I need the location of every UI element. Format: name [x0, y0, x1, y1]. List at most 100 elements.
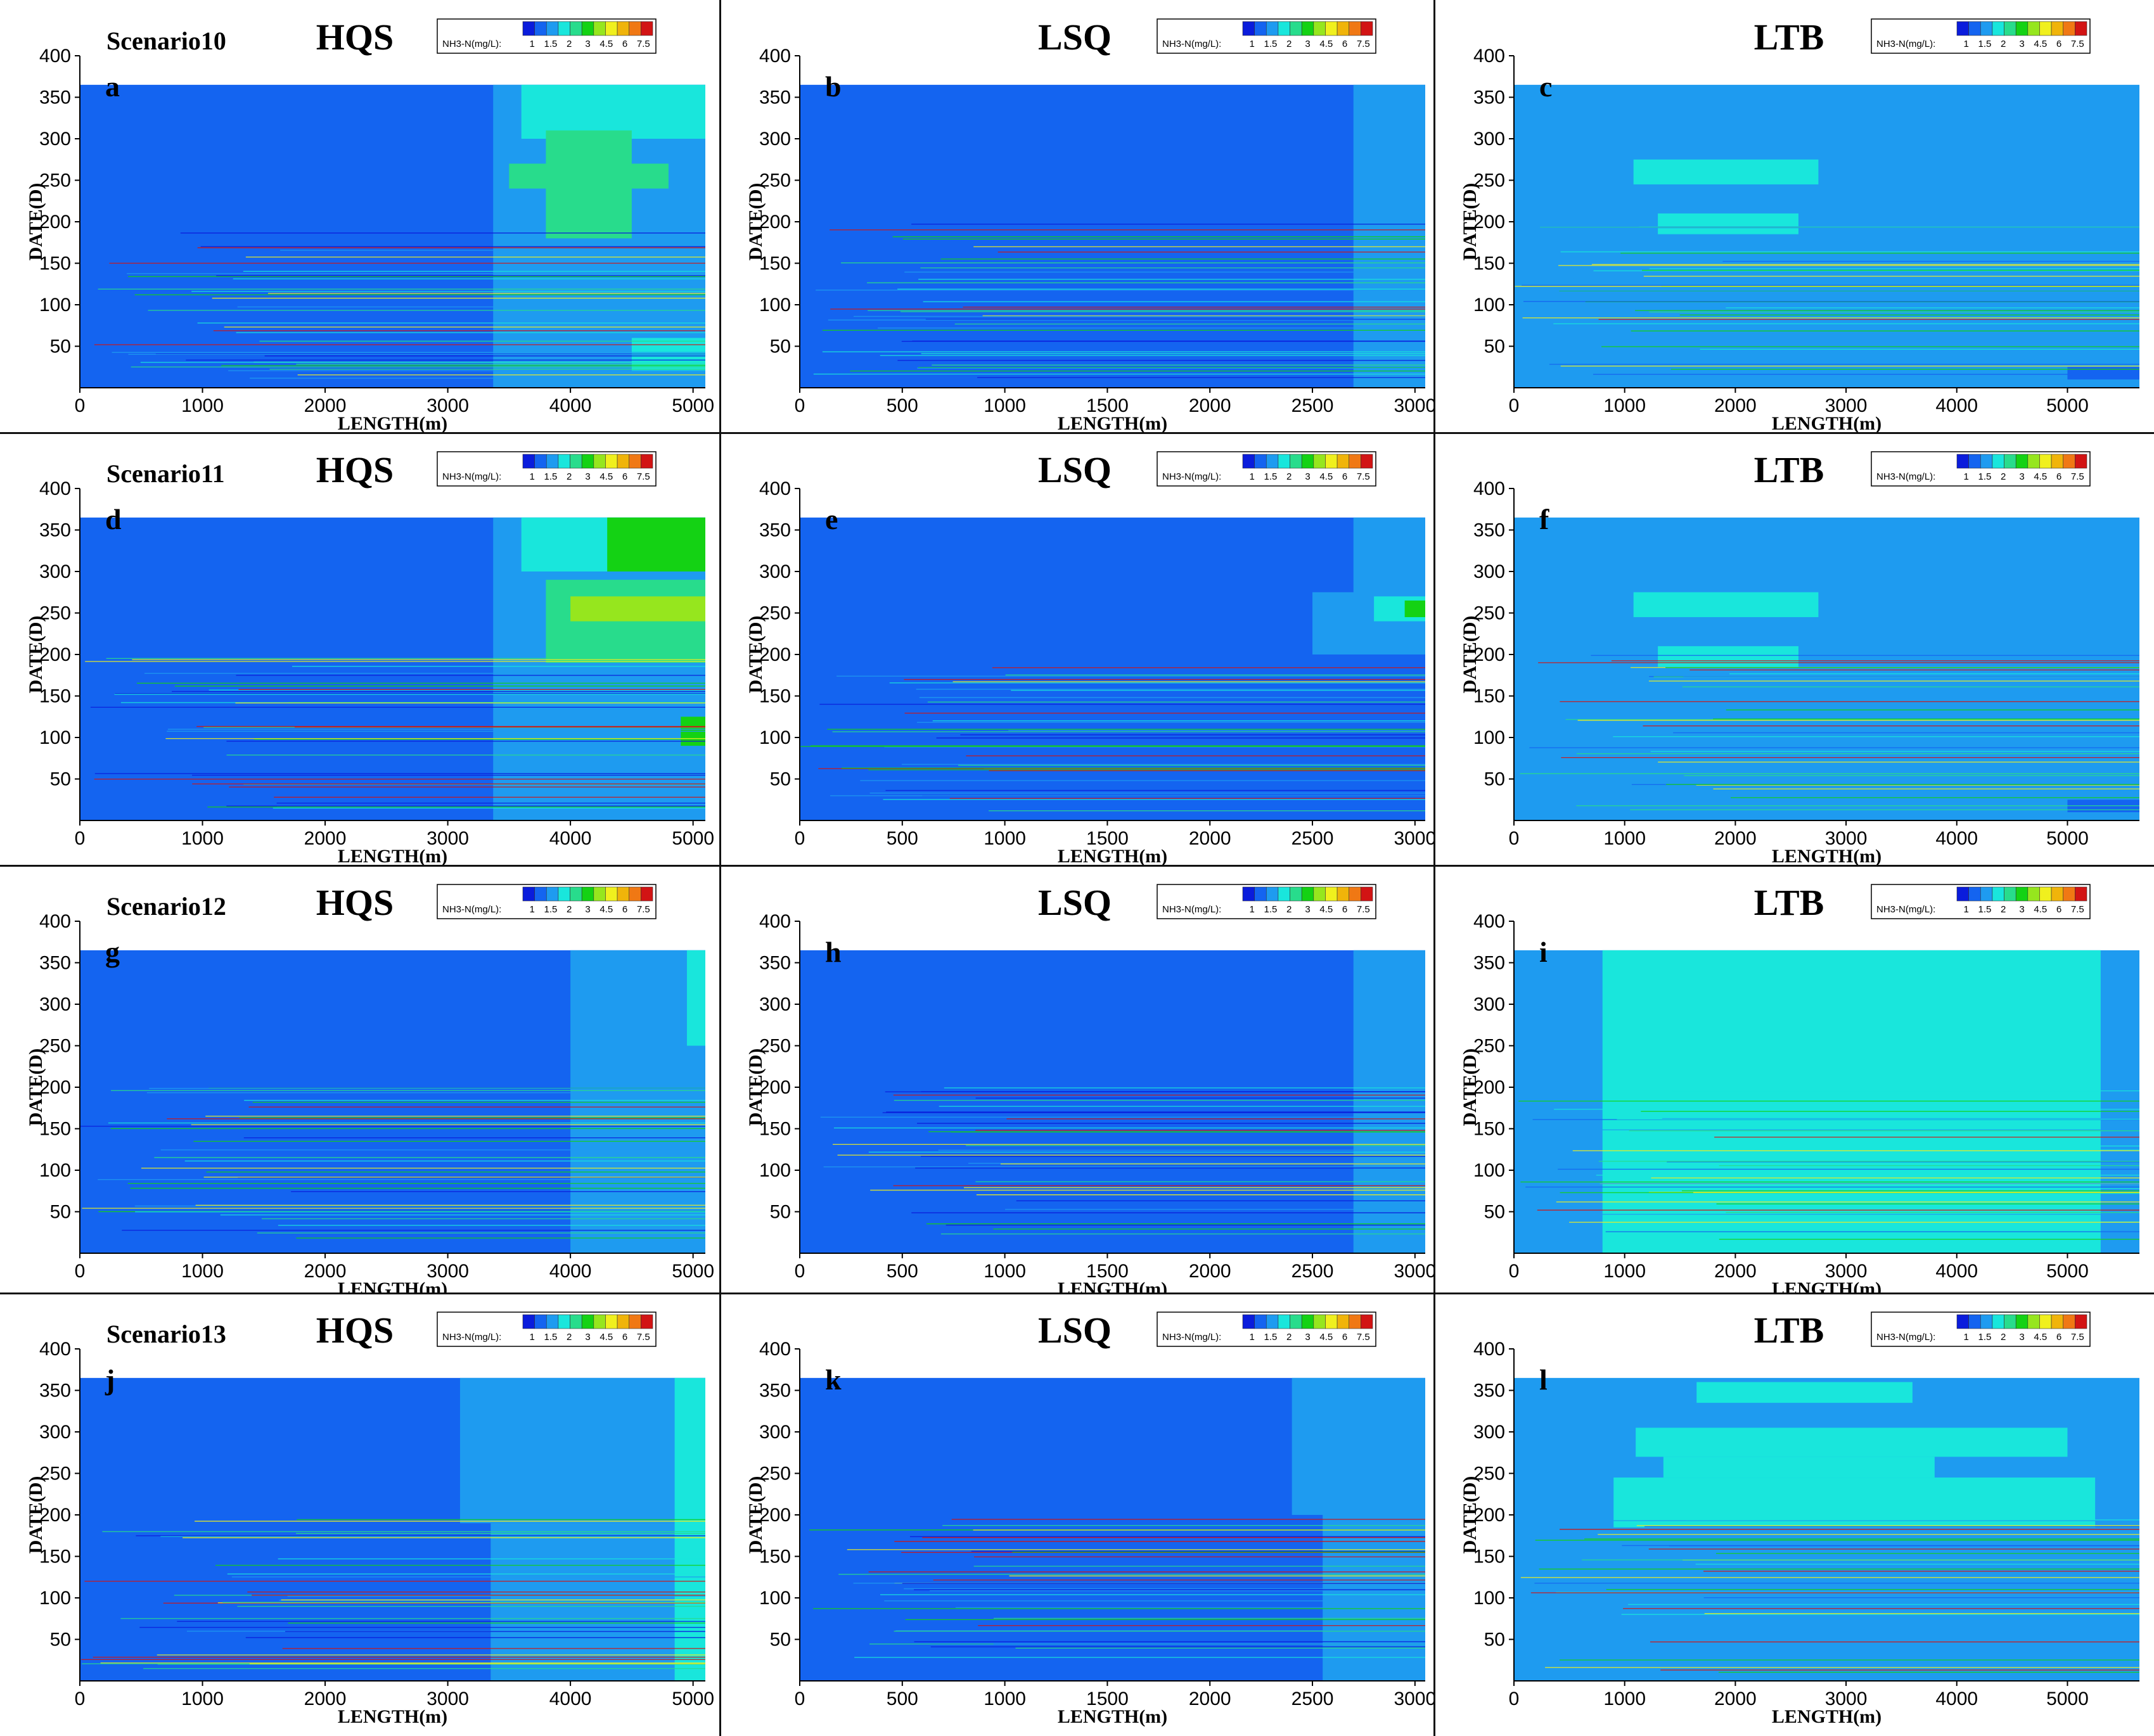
legend-swatch	[2051, 886, 2064, 902]
legend-swatch	[617, 454, 630, 469]
concentration-region	[686, 950, 705, 1046]
legend-label: 1.5	[544, 1332, 557, 1343]
heatmap-chart-h: 50 100 150 200 250 300 350 400 0 500 1000 1500 2000 2…	[745, 882, 1434, 1293]
legend-swatch	[1956, 1314, 1969, 1329]
legend-title: NH3-N(mg/L):	[442, 1332, 501, 1343]
legend-label: 3	[585, 471, 590, 482]
legend-swatch	[2039, 886, 2052, 902]
legend-swatch	[546, 454, 559, 469]
y-tick-label: 100	[1473, 1588, 1505, 1609]
x-tick-label: 3000	[1825, 1261, 1868, 1282]
legend-label: 4.5	[599, 471, 613, 482]
y-axis-label: DATE(D)	[1459, 616, 1480, 694]
x-tick-label: 500	[887, 1261, 918, 1282]
y-axis-label: DATE(D)	[25, 616, 46, 694]
legend-label: 1	[1963, 39, 1968, 49]
legend-label: 2	[2001, 904, 2006, 915]
y-axis-label: DATE(D)	[1459, 183, 1480, 261]
x-tick-label: 1000	[181, 1261, 224, 1282]
legend-swatch	[1278, 21, 1290, 36]
legend-label: 1.5	[1264, 904, 1277, 915]
x-tick-label: 1000	[984, 1688, 1026, 1709]
river-title: LSQ	[1038, 449, 1112, 490]
color-legend: NH3-N(mg/L): 1 1.5 2 3 4.5 6 7.5	[1871, 18, 2091, 54]
panel-letter: k	[825, 1363, 842, 1396]
color-legend: NH3-N(mg/L): 1 1.5 2 3 4.5 6 7.5	[1871, 451, 2091, 487]
concentration-region	[1636, 1427, 2068, 1457]
legend-swatch	[1254, 886, 1267, 902]
legend-swatch	[605, 886, 618, 902]
legend-swatch	[1325, 886, 1338, 902]
panel-d: 50 100 150 200 250 300 350 400 0 1000 2000 3000 4000…	[0, 433, 720, 865]
legend-label: 1	[529, 39, 534, 49]
legend-swatch	[2075, 886, 2087, 902]
legend-label: 3	[1305, 39, 1310, 49]
river-title: LTB	[1754, 16, 1824, 58]
heatmap-base	[800, 950, 1425, 1253]
concentration-region	[674, 1377, 705, 1681]
x-tick-label: 0	[1509, 395, 1520, 416]
legend-swatch	[1980, 1314, 1993, 1329]
legend-label: 2	[567, 904, 572, 915]
y-tick-label: 100	[1473, 295, 1505, 316]
y-tick-label: 100	[759, 295, 791, 316]
x-tick-label: 3000	[426, 395, 469, 416]
y-tick-label: 200	[1473, 1077, 1505, 1098]
legend-swatch	[1980, 21, 1993, 36]
column-divider	[1433, 0, 1435, 1736]
x-tick-label: 0	[795, 1261, 805, 1282]
river-title: HQS	[316, 1310, 394, 1351]
legend-swatch	[617, 21, 630, 36]
legend-label: 1.5	[1264, 1332, 1277, 1343]
river-title: LTB	[1754, 1310, 1824, 1351]
x-tick-label: 5000	[672, 395, 714, 416]
legend-label: 7.5	[2071, 471, 2084, 482]
color-legend: NH3-N(mg/L): 1 1.5 2 3 4.5 6 7.5	[437, 451, 657, 487]
legend-label: 3	[2019, 39, 2024, 49]
y-tick-label: 50	[770, 1202, 791, 1223]
x-tick-label: 5000	[2046, 828, 2089, 849]
legend-swatch	[1290, 454, 1302, 469]
concentration-region	[1602, 950, 2101, 1253]
x-tick-label: 0	[1509, 1261, 1520, 1282]
legend-swatch	[2063, 1314, 2075, 1329]
concentration-region	[1353, 950, 1425, 1253]
legend-swatch	[1337, 1314, 1350, 1329]
y-tick-label: 400	[759, 46, 791, 67]
y-tick-label: 150	[1473, 253, 1505, 274]
x-tick-label: 2500	[1292, 1688, 1334, 1709]
legend-swatch	[1242, 454, 1255, 469]
heatmap-base	[800, 84, 1425, 388]
x-tick-label: 3000	[1825, 1688, 1868, 1709]
legend-label: 3	[2019, 1332, 2024, 1343]
legend-swatch	[641, 1314, 653, 1329]
y-tick-label: 250	[39, 603, 71, 624]
legend-swatch	[1313, 454, 1326, 469]
legend-label: 4.5	[1319, 1332, 1333, 1343]
panel-e: 50 100 150 200 250 300 350 400 0 500 1000 1500 2000 2…	[720, 433, 1434, 865]
x-tick-label: 4000	[1935, 395, 1978, 416]
y-tick-label: 150	[1473, 686, 1505, 707]
x-tick-label: 2000	[1189, 1688, 1231, 1709]
x-tick-label: 5000	[672, 828, 714, 849]
legend-swatch	[2051, 1314, 2064, 1329]
y-tick-label: 200	[1473, 212, 1505, 233]
panel-k: 50 100 150 200 250 300 350 400 0 500 1000 1500 2000 2…	[720, 1293, 1434, 1736]
panel-letter: h	[825, 936, 842, 968]
x-tick-label: 2000	[304, 395, 347, 416]
heatmap-chart-b: 50 100 150 200 250 300 350 400 0 500 1000 1500 2000 2…	[745, 16, 1434, 433]
legend-title: NH3-N(mg/L):	[442, 39, 501, 49]
legend-label: 4.5	[2034, 904, 2047, 915]
x-tick-label: 2000	[1714, 828, 1757, 849]
concentration-region	[534, 696, 705, 746]
legend-swatch	[593, 1314, 606, 1329]
legend-swatch	[546, 21, 559, 36]
x-tick-label: 1000	[1603, 828, 1646, 849]
legend-title: NH3-N(mg/L):	[1876, 39, 1935, 49]
legend-label: 4.5	[599, 904, 613, 915]
legend-swatch	[558, 21, 570, 36]
legend-swatch	[570, 886, 582, 902]
